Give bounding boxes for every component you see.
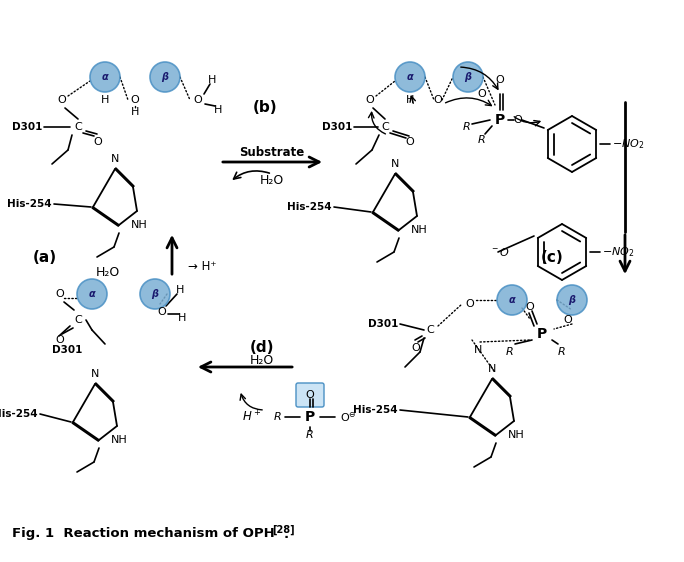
Text: R: R xyxy=(306,430,314,440)
Text: N: N xyxy=(474,345,482,355)
Text: R: R xyxy=(462,122,470,132)
Text: D301: D301 xyxy=(367,319,398,329)
Text: NH: NH xyxy=(411,225,428,235)
Text: O: O xyxy=(157,307,166,317)
Text: C: C xyxy=(74,122,82,132)
Text: R: R xyxy=(506,347,514,357)
Text: O: O xyxy=(55,289,64,299)
Text: O: O xyxy=(131,95,140,105)
Text: O: O xyxy=(406,137,415,147)
Text: H₂O: H₂O xyxy=(260,174,284,187)
Text: H₂O: H₂O xyxy=(96,265,120,279)
Text: N: N xyxy=(91,369,99,379)
Text: α: α xyxy=(509,295,515,305)
Text: P: P xyxy=(495,113,505,127)
Text: O: O xyxy=(194,95,202,105)
Text: N: N xyxy=(488,364,496,374)
Text: His-254: His-254 xyxy=(8,199,52,209)
Text: O: O xyxy=(57,95,66,105)
Text: O: O xyxy=(525,302,534,312)
Text: O$^{\ominus}$: O$^{\ominus}$ xyxy=(340,410,356,424)
Text: O: O xyxy=(496,75,504,85)
Text: NH: NH xyxy=(508,430,525,440)
Text: $-NO_2$: $-NO_2$ xyxy=(602,245,635,259)
Text: $H^+$: $H^+$ xyxy=(242,409,262,425)
Text: β: β xyxy=(161,72,168,82)
Text: H₂O: H₂O xyxy=(250,353,274,366)
Text: His-254: His-254 xyxy=(354,405,398,415)
Circle shape xyxy=(90,62,120,92)
Text: D301: D301 xyxy=(321,122,352,132)
Text: R: R xyxy=(478,135,486,145)
Text: O: O xyxy=(477,89,486,99)
Text: $^-O$: $^-O$ xyxy=(490,246,510,258)
Circle shape xyxy=(453,62,483,92)
Text: O: O xyxy=(434,95,443,105)
Text: Substrate: Substrate xyxy=(239,146,304,158)
Text: NH: NH xyxy=(131,220,148,230)
Text: α: α xyxy=(102,72,108,82)
Text: O: O xyxy=(564,315,573,325)
Text: O: O xyxy=(412,343,421,353)
Text: [28]: [28] xyxy=(272,525,295,535)
Text: Fig. 1  Reaction mechanism of OPH: Fig. 1 Reaction mechanism of OPH xyxy=(12,528,275,541)
FancyBboxPatch shape xyxy=(296,383,324,407)
Circle shape xyxy=(497,285,527,315)
Text: β: β xyxy=(464,72,471,82)
Text: O: O xyxy=(466,299,475,309)
Text: (b): (b) xyxy=(252,99,277,115)
Text: R: R xyxy=(558,347,566,357)
Text: α: α xyxy=(89,289,95,299)
Text: .: . xyxy=(284,528,289,541)
Circle shape xyxy=(77,279,107,309)
Text: H: H xyxy=(208,75,216,85)
Text: N: N xyxy=(111,154,119,164)
Text: H: H xyxy=(178,313,186,323)
Text: → H⁺: → H⁺ xyxy=(188,261,217,274)
Circle shape xyxy=(557,285,587,315)
Text: NH: NH xyxy=(111,435,128,445)
Text: O: O xyxy=(366,95,374,105)
Text: C: C xyxy=(74,315,82,325)
Text: D301: D301 xyxy=(52,345,82,355)
Text: O: O xyxy=(55,335,64,345)
Text: P: P xyxy=(537,327,547,341)
Text: H: H xyxy=(131,107,139,117)
Circle shape xyxy=(140,279,170,309)
Text: β: β xyxy=(568,295,575,305)
Text: C: C xyxy=(381,122,389,132)
Text: β: β xyxy=(151,289,159,299)
Text: (d): (d) xyxy=(250,339,274,355)
Text: H: H xyxy=(406,95,415,105)
Text: R: R xyxy=(274,412,282,422)
Text: C: C xyxy=(426,325,434,335)
Text: O: O xyxy=(94,137,103,147)
Text: (a): (a) xyxy=(33,250,57,265)
Text: (c): (c) xyxy=(540,250,564,265)
Text: α: α xyxy=(406,72,413,82)
Circle shape xyxy=(150,62,180,92)
Text: H: H xyxy=(176,285,184,295)
Text: His-254: His-254 xyxy=(0,409,38,419)
Text: N: N xyxy=(391,159,399,169)
Circle shape xyxy=(395,62,425,92)
Text: D301: D301 xyxy=(12,122,42,132)
Text: H: H xyxy=(214,105,222,115)
Text: H: H xyxy=(101,95,109,105)
Text: O: O xyxy=(514,115,523,125)
Text: P: P xyxy=(305,410,315,424)
Text: His-254: His-254 xyxy=(287,202,332,212)
Text: $-NO_2$: $-NO_2$ xyxy=(612,137,644,151)
Text: O: O xyxy=(306,390,315,400)
